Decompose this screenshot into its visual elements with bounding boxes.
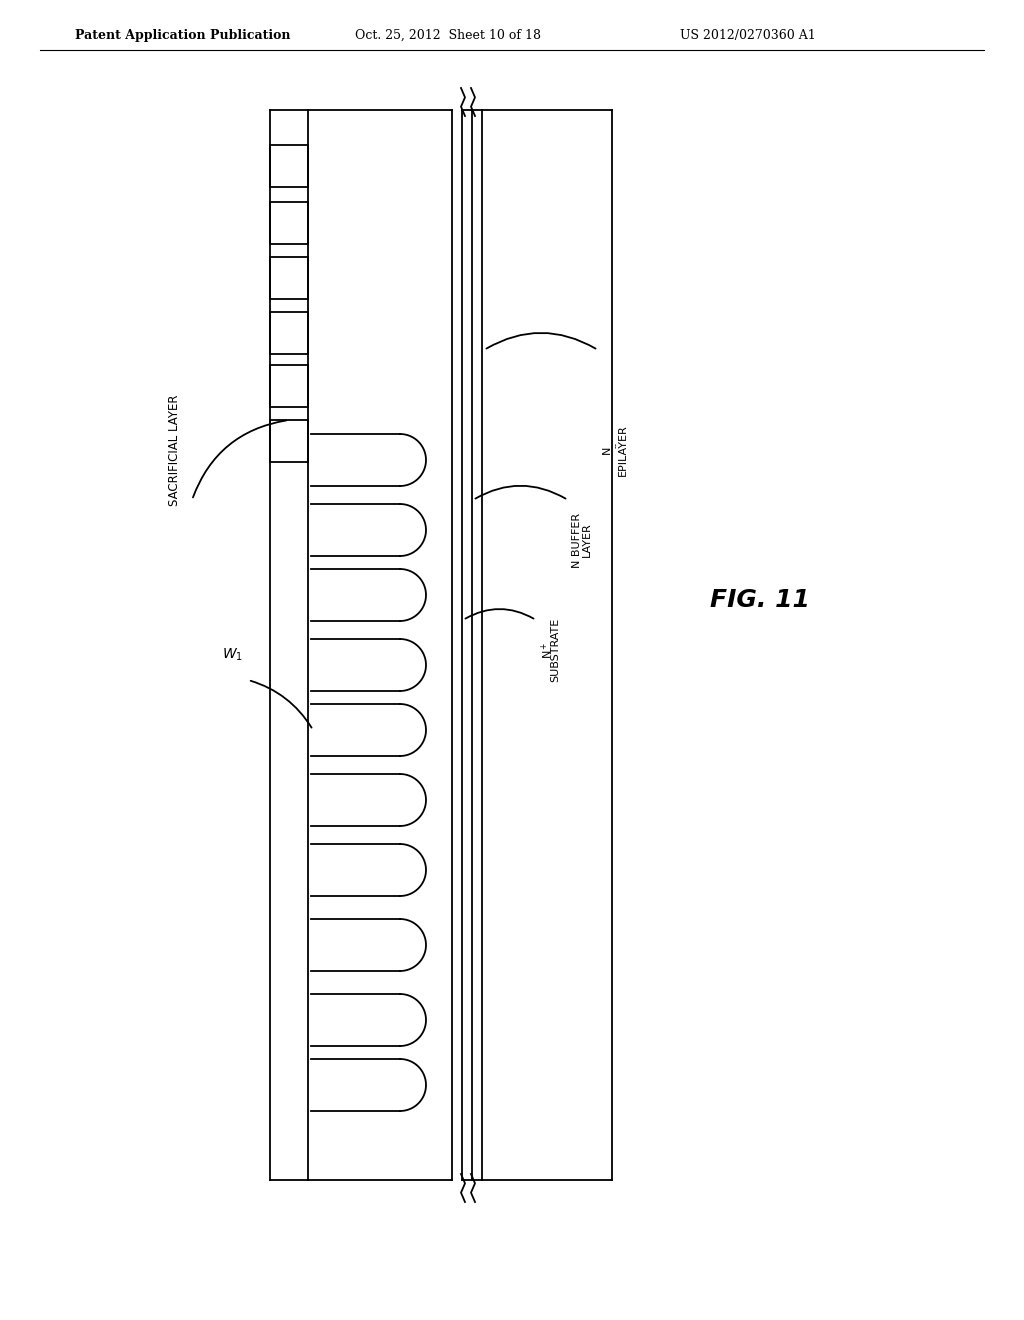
Text: N BUFFER: N BUFFER [572, 512, 582, 568]
Text: LAYER: LAYER [582, 523, 592, 557]
Text: Oct. 25, 2012  Sheet 10 of 18: Oct. 25, 2012 Sheet 10 of 18 [355, 29, 541, 41]
Text: EPILAYER: EPILAYER [618, 424, 628, 477]
Text: N: N [602, 446, 612, 454]
Text: N$^+$: N$^+$ [540, 642, 555, 659]
Text: US 2012/0270360 A1: US 2012/0270360 A1 [680, 29, 816, 41]
Text: --: -- [612, 442, 621, 447]
Bar [270, 257, 308, 300]
Text: Patent Application Publication: Patent Application Publication [75, 29, 291, 41]
Bar [270, 145, 308, 187]
Bar [270, 312, 308, 354]
Text: SACRIFICIAL LAYER: SACRIFICIAL LAYER [169, 395, 181, 506]
Bar [270, 420, 308, 462]
Text: FIG. 11: FIG. 11 [710, 587, 810, 612]
Bar [270, 366, 308, 407]
Bar [270, 202, 308, 244]
Text: $W_1$: $W_1$ [222, 647, 243, 663]
Text: SUBSTRATE: SUBSTRATE [550, 618, 560, 682]
